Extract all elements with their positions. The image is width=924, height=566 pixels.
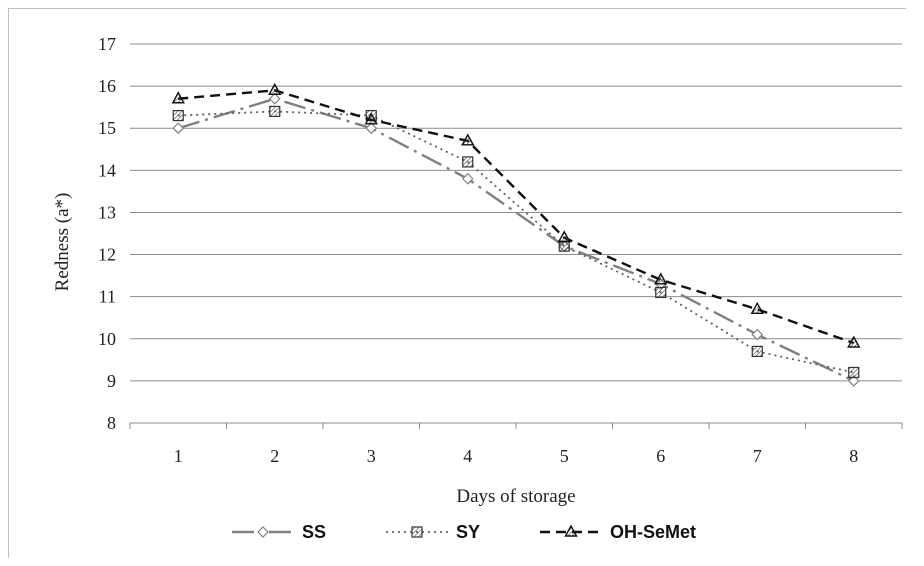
x-tick-labels: 1 2 3 4 5 6 7 8 — [129, 423, 903, 466]
legend-swatch-marker — [564, 524, 578, 537]
data-point — [848, 366, 860, 379]
series-line — [178, 89, 855, 345]
x-tick-label: 8 — [849, 446, 858, 466]
x-tick-label: 5 — [560, 446, 569, 466]
data-point — [172, 109, 184, 122]
y-tick-label: 17 — [98, 34, 116, 54]
data-point — [171, 91, 185, 104]
legend: SS SY OH-SeMet — [232, 522, 696, 542]
data-point — [462, 156, 474, 168]
legend-item: OH-SeMet — [540, 522, 696, 542]
y-tick-label: 11 — [99, 287, 116, 307]
y-tick-labels: 8 9 10 11 12 13 14 15 16 17 — [98, 34, 116, 433]
data-point — [751, 345, 763, 358]
data-point — [751, 328, 764, 341]
series-oh-semet — [171, 82, 861, 348]
y-axis-label: Redness (a*) — [52, 193, 73, 292]
data-point — [654, 272, 668, 285]
y-tick-label: 16 — [98, 76, 116, 96]
data-point — [268, 82, 282, 96]
series-lines — [171, 82, 861, 387]
data-point — [461, 133, 475, 146]
data-point — [847, 335, 861, 348]
y-tick-label: 13 — [98, 202, 116, 222]
data-point — [461, 172, 474, 185]
legend-label: SS — [302, 522, 326, 542]
x-tick-label: 3 — [367, 446, 376, 466]
data-point — [655, 286, 667, 299]
legend-item: SS — [232, 522, 326, 542]
gridlines — [130, 43, 902, 424]
data-point — [750, 301, 764, 314]
x-tick-label: 1 — [174, 446, 183, 466]
x-tick-label: 4 — [463, 446, 472, 466]
series-ss — [172, 92, 860, 387]
chart-frame — [8, 8, 906, 558]
data-point — [269, 105, 281, 117]
data-point — [365, 122, 378, 135]
legend-item: SY — [386, 522, 480, 542]
y-tick-label: 10 — [98, 329, 116, 349]
data-point — [172, 122, 185, 135]
legend-label: SY — [456, 522, 480, 542]
data-point — [364, 112, 378, 125]
x-tick-label: 2 — [270, 446, 279, 466]
y-tick-label: 12 — [98, 245, 116, 265]
data-point — [847, 375, 860, 387]
data-point — [558, 240, 570, 252]
series-line — [177, 97, 855, 382]
y-tick-label: 14 — [98, 160, 116, 180]
y-tick-label: 8 — [107, 413, 116, 433]
data-point — [557, 230, 571, 243]
x-tick-label: 6 — [656, 446, 665, 466]
x-axis-label: Days of storage — [456, 486, 575, 507]
legend-label: OH-SeMet — [610, 522, 696, 542]
legend-swatch-marker — [257, 526, 269, 538]
y-tick-label: 9 — [107, 371, 116, 391]
x-tick-label: 7 — [753, 446, 762, 466]
data-point — [268, 92, 281, 105]
legend-swatch-marker — [411, 526, 423, 538]
y-tick-label: 15 — [98, 118, 116, 138]
